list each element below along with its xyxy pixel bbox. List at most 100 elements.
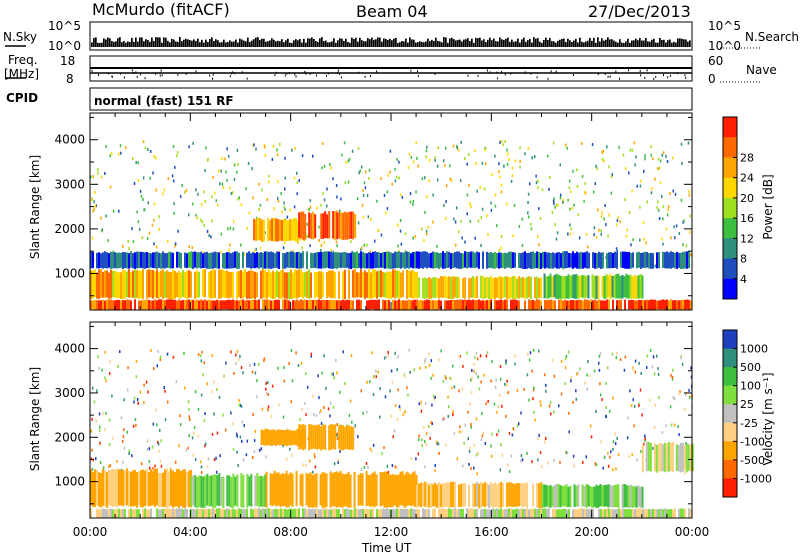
power-echo-strip [168,251,170,269]
velocity-scatter-point [271,384,274,388]
power-echo-strip [470,251,472,268]
sky-count-bar [533,37,535,47]
velocity-scatter-point [312,394,314,398]
velocity-echo-strip [160,509,162,518]
power-scatter-point [181,183,183,187]
power-scatter-point [338,209,341,213]
velocity-scatter-point [688,388,690,392]
velocity-scatter-point [485,402,487,406]
power-echo-strip [180,300,182,310]
sky-count-bar [547,39,549,47]
power-scatter-point [146,237,149,241]
power-scatter-point [564,143,567,147]
power-echo-strip [98,300,100,310]
velocity-scatter-point [254,429,257,433]
power-echo-strip [108,253,110,268]
velocity-scatter-point [257,362,260,366]
power-scatter-point [321,166,323,170]
sky-count-bar [385,38,387,47]
power-echo-strip [536,299,538,310]
velocity-echo-strip [289,472,292,506]
power-echo-strip [326,299,328,310]
power-scatter-point [468,183,470,187]
power-echo-strip [668,300,670,310]
velocity-echo-strip [348,509,350,518]
velocity-echo-strip [306,509,308,518]
velocity-scatter-point [449,376,451,380]
velocity-scatter-point [111,436,114,440]
power-echo-strip [584,252,586,268]
power-scatter-point [487,232,489,236]
velocity-echo-strip [440,484,443,507]
sky-count-bar [291,42,293,47]
power-echo-strip [168,271,170,299]
sky-count-bar [449,38,451,47]
velocity-colorbar-swatch [723,330,737,350]
power-scatter-point [253,143,255,147]
sky-count-bar [239,38,241,47]
velocity-scatter-point [690,366,692,370]
velocity-scatter-point [236,349,239,353]
power-echo-strip [344,269,346,300]
power-scatter-point [336,195,338,199]
velocity-echo-strip [498,509,500,518]
power-echo-strip [146,269,148,299]
power-echo-strip [644,251,646,269]
power-echo-strip [446,251,448,268]
velocity-scatter-point [539,451,542,455]
sky-count-bar [133,41,135,47]
power-echo-strip [330,299,332,310]
velocity-scatter-point [523,387,525,391]
velocity-echo-strip [568,509,570,518]
sky-count-bar [107,37,109,47]
nave-sample-dot [195,70,197,73]
power-echo-strip [94,300,96,310]
power-echo-strip [452,299,454,310]
sky-count-bar [213,40,215,47]
power-scatter-point [110,152,113,156]
power-scatter-point [362,188,364,192]
power-scatter-point [654,177,656,181]
power-scatter-point [220,169,222,173]
velocity-scatter-point [458,430,461,434]
power-echo-strip [256,272,258,298]
sky-count-bar [613,40,615,47]
power-echo-strip [338,300,340,310]
velocity-echo-strip [635,486,638,508]
velocity-echo-strip [683,445,686,471]
velocity-echo-strip [312,424,315,449]
power-echo-strip [253,218,256,241]
power-echo-strip [257,217,260,241]
velocity-scatter-point [290,400,292,404]
sky-count-bar [501,39,503,47]
power-scatter-point [277,199,280,203]
velocity-scatter-point [510,454,513,458]
power-echo-strip [578,299,580,310]
power-echo-strip [126,252,128,269]
velocity-scatter-point [567,350,570,354]
velocity-scatter-point [490,454,493,458]
sky-count-bar [619,39,621,47]
power-scatter-point [436,164,439,168]
velocity-echo-strip [432,509,434,518]
velocity-echo-strip [671,441,674,473]
power-echo-strip [390,271,392,299]
power-echo-strip [618,300,620,310]
power-scatter-point [506,148,508,152]
power-echo-strip [274,253,276,268]
power-echo-strip [252,299,254,310]
nave-sample-dot [489,71,491,74]
power-echo-strip [524,278,527,299]
velocity-echo-strip [106,472,108,509]
velocity-echo-strip [370,509,372,518]
power-echo-strip [122,269,124,300]
velocity-colorbar-frame [722,329,738,498]
velocity-echo-strip [234,509,236,518]
power-echo-strip [126,299,128,310]
power-echo-strip [638,299,640,310]
velocity-echo-strip [357,474,360,506]
velocity-echo-strip [502,482,505,507]
velocity-scatter-point [520,459,522,463]
velocity-echo-strip [276,429,279,445]
power-echo-strip [134,252,136,269]
